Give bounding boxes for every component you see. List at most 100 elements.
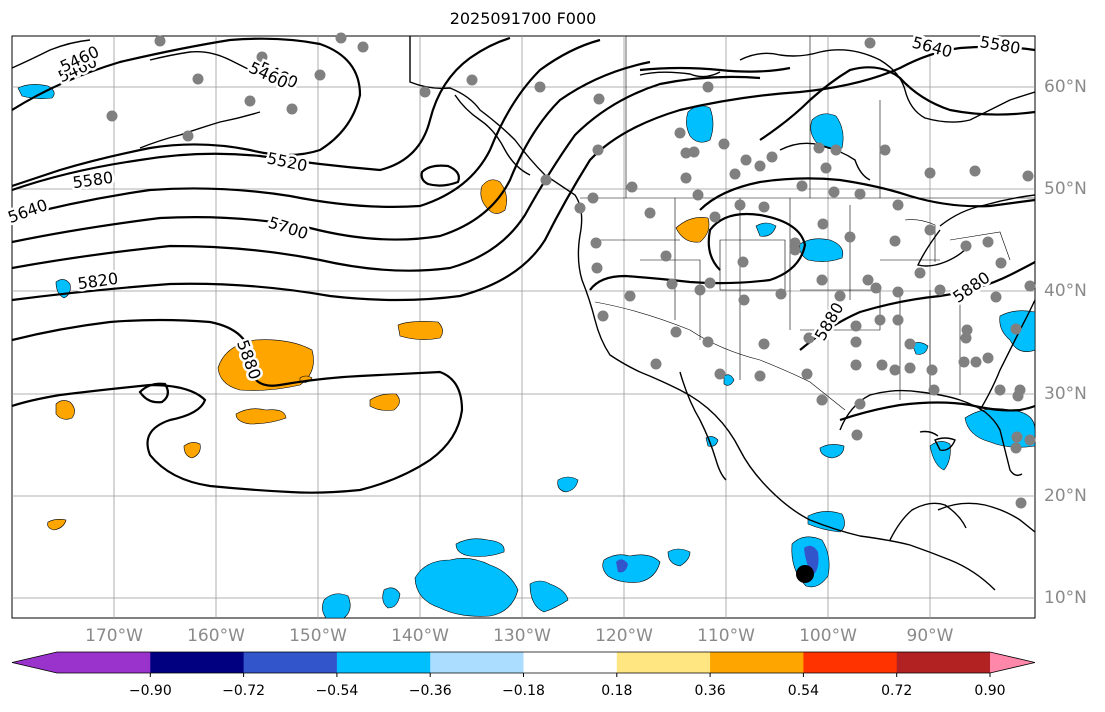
latitude-label: 20°N (1044, 486, 1087, 506)
station-dot (969, 165, 981, 177)
station-dot (758, 338, 770, 350)
station-dot (650, 358, 662, 370)
station-dot (593, 93, 605, 105)
station-dot (961, 324, 973, 336)
station-dot (982, 352, 994, 364)
latitude-label: 40°N (1044, 281, 1087, 301)
station-dot (789, 237, 801, 249)
station-dot (970, 356, 982, 368)
colorbar-tick-label: 0.54 (787, 683, 819, 699)
station-dot (1011, 431, 1023, 443)
colorbar-band (523, 652, 618, 673)
station-dot (154, 35, 166, 47)
station-dot (754, 160, 766, 172)
station-dot (850, 336, 862, 348)
colorbar-tick-label: 0.18 (601, 683, 633, 699)
station-dot (737, 256, 749, 268)
station-dot (1015, 497, 1027, 509)
station-dot (813, 142, 825, 154)
station-dot (670, 326, 682, 338)
station-dot (244, 95, 256, 107)
station-dot (862, 274, 874, 286)
map-title: 2025091700 F000 (449, 9, 597, 28)
station-dot (803, 332, 815, 344)
station-dot (914, 267, 926, 279)
station-dot (734, 199, 746, 211)
station-dot (982, 236, 994, 248)
station-dot (590, 237, 602, 249)
station-dot (904, 338, 916, 350)
station-dot (591, 262, 603, 274)
colorbar-tick-label: 0.72 (881, 683, 913, 699)
station-dot (660, 250, 672, 262)
station-dot (106, 110, 118, 122)
colorbar-tick-label: −0.90 (128, 683, 172, 699)
station-dot (192, 73, 204, 85)
station-dot (624, 290, 636, 302)
colorbar-band (336, 652, 431, 673)
station-dot (714, 368, 726, 380)
longitude-label: 100°W (799, 626, 857, 646)
colorbar-tick-label: −0.36 (408, 683, 452, 699)
colorbar-extend-low (12, 652, 57, 673)
station-dot (816, 274, 828, 286)
colorbar-outline (11, 651, 1036, 674)
station-dot (820, 162, 832, 174)
station-dot (674, 127, 686, 139)
colorbar-band (150, 652, 245, 673)
station-dot (644, 207, 656, 219)
station-dot (892, 199, 904, 211)
colorbar-tick-label: −0.18 (502, 683, 545, 699)
station-dot (680, 147, 692, 159)
colorbar-band (243, 652, 338, 673)
station-dot (626, 181, 638, 193)
height-contours (12, 36, 1035, 494)
station-dot (870, 282, 882, 294)
station-dot (574, 202, 586, 214)
station-dot (256, 51, 268, 63)
station-dot (994, 384, 1006, 396)
longitude-label: 130°W (493, 626, 551, 646)
station-dot (828, 186, 840, 198)
station-dot (592, 144, 604, 156)
station-dot (702, 81, 714, 93)
station-dot (889, 235, 901, 247)
colorbar-tick-label: −0.72 (222, 683, 266, 699)
station-dot (718, 138, 730, 150)
storm-marker (796, 565, 814, 583)
station-dot (904, 362, 916, 374)
station-dots (106, 32, 1036, 509)
station-dot (816, 394, 828, 406)
station-dot (834, 290, 846, 302)
longitude-label: 160°W (187, 626, 245, 646)
station-dot (876, 359, 888, 371)
station-dot (850, 320, 862, 332)
longitude-label: 150°W (289, 626, 347, 646)
station-dot (680, 172, 692, 184)
longitude-label: 140°W (391, 626, 449, 646)
station-dot (924, 167, 936, 179)
station-dot (850, 359, 862, 371)
station-dot (958, 356, 970, 368)
latitude-label: 60°N (1044, 77, 1087, 97)
colorbar-tick-label: −0.54 (315, 683, 359, 699)
station-dot (694, 284, 706, 296)
latitude-label: 50°N (1044, 179, 1087, 199)
colorbar-extend-high (990, 652, 1035, 673)
station-dot (182, 130, 194, 142)
positive-anomaly-patches (47, 179, 710, 531)
political-borders (580, 36, 1035, 411)
station-dot (830, 144, 842, 156)
station-dot (851, 429, 863, 441)
station-dot (597, 310, 609, 322)
station-dot (314, 69, 326, 81)
station-dot (587, 192, 599, 204)
colorbar-tick-label: 0.90 (974, 683, 1006, 699)
colorbar-band (57, 652, 151, 673)
colorbar-tick-label: 0.36 (694, 683, 726, 699)
station-dot (1010, 442, 1022, 454)
station-dot (540, 174, 552, 186)
map-frame (11, 35, 1036, 619)
strong-negative-patches (616, 545, 819, 574)
